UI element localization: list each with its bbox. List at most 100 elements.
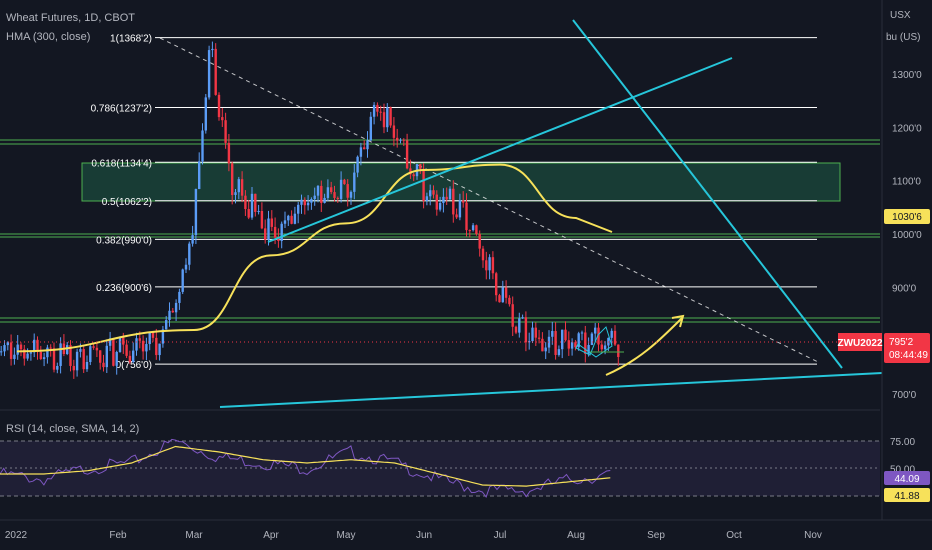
candle-body (267, 218, 270, 240)
candle-body (72, 365, 75, 371)
candle-body (594, 327, 597, 334)
candle-body (524, 317, 528, 343)
candle-body (178, 291, 181, 303)
candle-body (95, 347, 99, 351)
dashed-trendline[interactable] (159, 37, 819, 363)
candle-body (508, 297, 511, 305)
candle-body (9, 342, 13, 359)
time-axis[interactable]: 2022 Feb Mar Apr May Jun Jul Aug Sep Oct Nov (5, 530, 822, 541)
fib-retracement[interactable]: 1(1368'2) 0.786(1237'2) 0.618(1134'4) 0.5(1… (91, 34, 817, 372)
level-tag-bg (884, 209, 930, 224)
candle-body (438, 203, 442, 210)
symbol-tag-bg (838, 333, 882, 351)
candle-body (478, 233, 481, 249)
last-price-tag-bg (884, 333, 930, 363)
candle-body (138, 338, 141, 341)
support-trendline[interactable] (219, 372, 883, 408)
candle-body (181, 269, 184, 292)
candle-body (99, 350, 102, 363)
candle-body (26, 353, 29, 359)
candle-body (13, 354, 16, 359)
candle-body (382, 112, 386, 128)
candle-body (198, 161, 201, 190)
candle-body (359, 147, 363, 157)
candle-body (584, 332, 587, 354)
price-tick: 1100'0 (892, 177, 921, 188)
candle-body (254, 193, 257, 212)
candle-body (521, 317, 524, 319)
candle-body (333, 192, 336, 198)
candle-body (89, 346, 92, 362)
candle-body (165, 320, 168, 330)
candle-body (207, 50, 211, 98)
candle-body (531, 327, 534, 342)
candle-body (115, 351, 118, 366)
rsi-tick: 75.00 (890, 437, 915, 448)
candle-body (46, 347, 49, 358)
candle-body (145, 344, 148, 352)
candle-body (412, 174, 415, 177)
candle-body (465, 202, 468, 231)
candle-body (554, 331, 557, 355)
candle-body (204, 97, 207, 131)
candle-body (102, 362, 105, 368)
fib-label: 0.236(900'6) (96, 283, 152, 294)
time-tick: Feb (109, 530, 127, 541)
hma-legend[interactable]: HMA (300, close) (6, 31, 90, 43)
countdown: 08:44:49 (889, 350, 928, 361)
candle-body (148, 332, 151, 345)
candle-body (69, 345, 72, 366)
candle-body (458, 200, 462, 218)
fib-label: 0.5(1062'2) (102, 197, 152, 208)
rsi-sma-tag: 41.88 (894, 491, 919, 502)
candle-body (574, 342, 577, 348)
candle-body (316, 185, 320, 196)
candle-body (323, 197, 326, 203)
candle-body (488, 257, 491, 271)
candle-body (363, 147, 366, 150)
candle-body (6, 342, 9, 346)
candle-body (168, 310, 171, 321)
candle-body (389, 107, 392, 126)
candle-body (217, 94, 221, 118)
candle-body (511, 304, 514, 327)
ascending-trendline[interactable] (267, 57, 733, 243)
candle-body (495, 273, 498, 296)
candle-body (336, 197, 339, 199)
candle-body (320, 185, 323, 203)
candle-body (105, 345, 108, 368)
candle-body (247, 209, 250, 218)
symbol-title[interactable]: Wheat Futures, 1D, CBOT (6, 12, 135, 24)
descending-trendline[interactable] (572, 19, 843, 369)
candle-body (270, 218, 273, 227)
candle-body (191, 235, 194, 244)
projection-arrow[interactable] (605, 317, 683, 376)
candle-body (82, 349, 85, 370)
candle-body (85, 361, 89, 370)
time-tick: Jun (416, 530, 432, 541)
rsi-legend[interactable]: RSI (14, close, SMA, 14, 2) (6, 423, 139, 435)
candle-body (570, 342, 574, 349)
price-tick: 1300'0 (892, 70, 922, 81)
candle-body (75, 351, 79, 371)
symbol-tag[interactable]: ZWU2022 (837, 338, 882, 349)
fib-label: 1(1368'2) (110, 34, 152, 45)
candle-body (174, 302, 178, 313)
candle-body (293, 213, 297, 224)
candle-body (244, 195, 247, 210)
price-tick: 900'0 (892, 283, 917, 294)
candle-body (399, 139, 402, 141)
candle-body (23, 349, 26, 359)
candle-body (303, 199, 306, 206)
candle-body (386, 107, 389, 128)
last-price: 795'2 (889, 337, 914, 348)
candle-body (455, 214, 458, 218)
candle-body (422, 168, 425, 201)
candle-body (306, 202, 310, 206)
supply-zone[interactable] (81, 162, 841, 202)
time-tick: 2022 (5, 530, 28, 541)
candle-body (184, 264, 188, 270)
candle-body (3, 345, 6, 352)
